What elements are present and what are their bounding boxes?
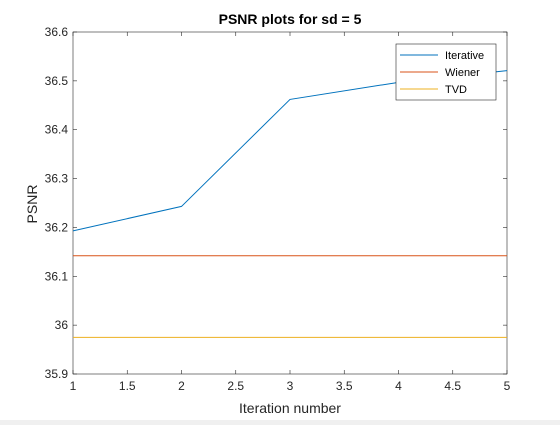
y-tick-label: 35.9 — [45, 367, 69, 381]
x-tick-label: 2.5 — [227, 379, 244, 393]
chart-title: PSNR plots for sd = 5 — [219, 11, 362, 27]
y-axis-label: PSNR — [24, 185, 40, 224]
y-tick-label: 36.6 — [45, 25, 69, 39]
x-tick-label: 1 — [70, 379, 77, 393]
x-tick-label: 5 — [504, 379, 511, 393]
legend-label: Iterative — [445, 50, 484, 62]
legend-label: TVD — [445, 84, 467, 96]
y-tick-label: 36 — [55, 318, 69, 332]
x-tick-label: 4 — [395, 379, 402, 393]
x-tick-label: 1.5 — [119, 379, 136, 393]
x-tick-label: 3.5 — [336, 379, 353, 393]
legend-label: Wiener — [445, 67, 480, 79]
x-tick-label: 2 — [178, 379, 185, 393]
y-tick-label: 36.3 — [45, 172, 69, 186]
y-tick-label: 36.4 — [45, 123, 69, 137]
legend: Iterative Wiener TVD — [395, 43, 497, 101]
x-tick-label: 3 — [287, 379, 294, 393]
x-axis-label: Iteration number — [239, 400, 341, 416]
y-tick-label: 36.2 — [45, 220, 69, 234]
y-tick-label: 36.1 — [45, 269, 69, 283]
x-tick-label: 4.5 — [444, 379, 461, 393]
y-tick-label: 36.5 — [45, 74, 69, 88]
